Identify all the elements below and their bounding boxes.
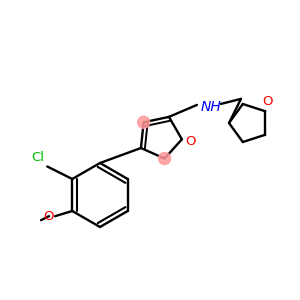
Circle shape	[159, 152, 171, 164]
Text: O: O	[44, 210, 54, 223]
Text: Cl: Cl	[31, 152, 44, 164]
Text: NH: NH	[201, 100, 221, 114]
Text: O: O	[262, 95, 272, 108]
Text: O: O	[185, 135, 195, 148]
Circle shape	[138, 116, 150, 128]
